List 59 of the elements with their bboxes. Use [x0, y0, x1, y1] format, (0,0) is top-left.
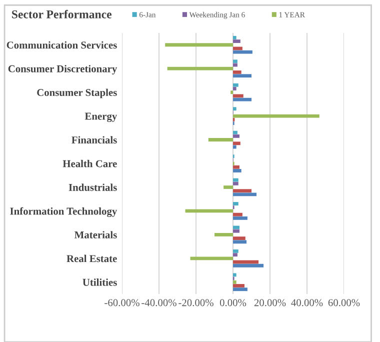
bar — [233, 212, 242, 216]
bar — [233, 74, 252, 78]
bar — [233, 130, 238, 134]
y-tick-label: Communication Services — [6, 41, 117, 49]
bar — [214, 232, 233, 236]
bar — [190, 256, 233, 260]
bar — [165, 43, 233, 47]
x-tick-label: -20.00% — [178, 299, 214, 306]
bar — [233, 229, 240, 233]
x-tick-label: 0.00% — [220, 299, 246, 306]
bar — [233, 40, 240, 43]
bar — [185, 209, 233, 213]
bar — [233, 87, 236, 90]
x-tick-label: -60.00% — [104, 299, 140, 306]
bar — [233, 60, 238, 64]
bar — [233, 169, 242, 172]
bar — [233, 70, 242, 74]
bar — [233, 83, 238, 87]
x-tick-label: 60.00% — [328, 299, 360, 306]
y-tick-label: Materials — [74, 231, 117, 238]
bar — [233, 50, 252, 54]
bar — [233, 192, 256, 196]
bar — [224, 186, 233, 189]
bar — [233, 94, 244, 98]
chart-title: Sector Performance — [12, 10, 112, 18]
y-tick-label: Utilities — [82, 278, 117, 286]
y-tick-label: Consumer Staples — [37, 88, 117, 98]
bar — [233, 145, 236, 149]
bar — [233, 189, 252, 193]
bar — [233, 240, 247, 244]
bar — [233, 142, 240, 146]
bar — [233, 273, 236, 277]
bar — [233, 107, 236, 111]
bar — [233, 182, 238, 186]
x-tick-label: -40.00% — [142, 299, 176, 306]
bar — [233, 202, 238, 206]
x-tick-label: 40.00% — [291, 299, 323, 306]
bar — [233, 288, 248, 292]
bar — [167, 66, 233, 70]
y-tick-label: Health Care — [62, 160, 117, 168]
bar — [233, 264, 264, 268]
bar — [233, 36, 236, 40]
y-tick-label: Information Technology — [10, 207, 118, 217]
x-tick-label: 20.00% — [254, 299, 286, 306]
bar — [208, 138, 233, 142]
bar — [233, 249, 238, 253]
bar — [233, 165, 240, 169]
y-tick-label: Financials — [72, 136, 117, 144]
bar — [233, 284, 244, 288]
y-tick-label: Energy — [84, 112, 118, 122]
bar — [233, 280, 236, 284]
y-tick-label: Industrials — [68, 184, 117, 191]
bar — [233, 236, 246, 240]
y-tick-label: Real Estate — [66, 254, 117, 262]
bar — [233, 114, 320, 118]
bar — [233, 216, 248, 220]
y-tick-label: Consumer Discretionary — [8, 64, 118, 74]
bar — [233, 134, 240, 138]
bar — [233, 253, 238, 257]
